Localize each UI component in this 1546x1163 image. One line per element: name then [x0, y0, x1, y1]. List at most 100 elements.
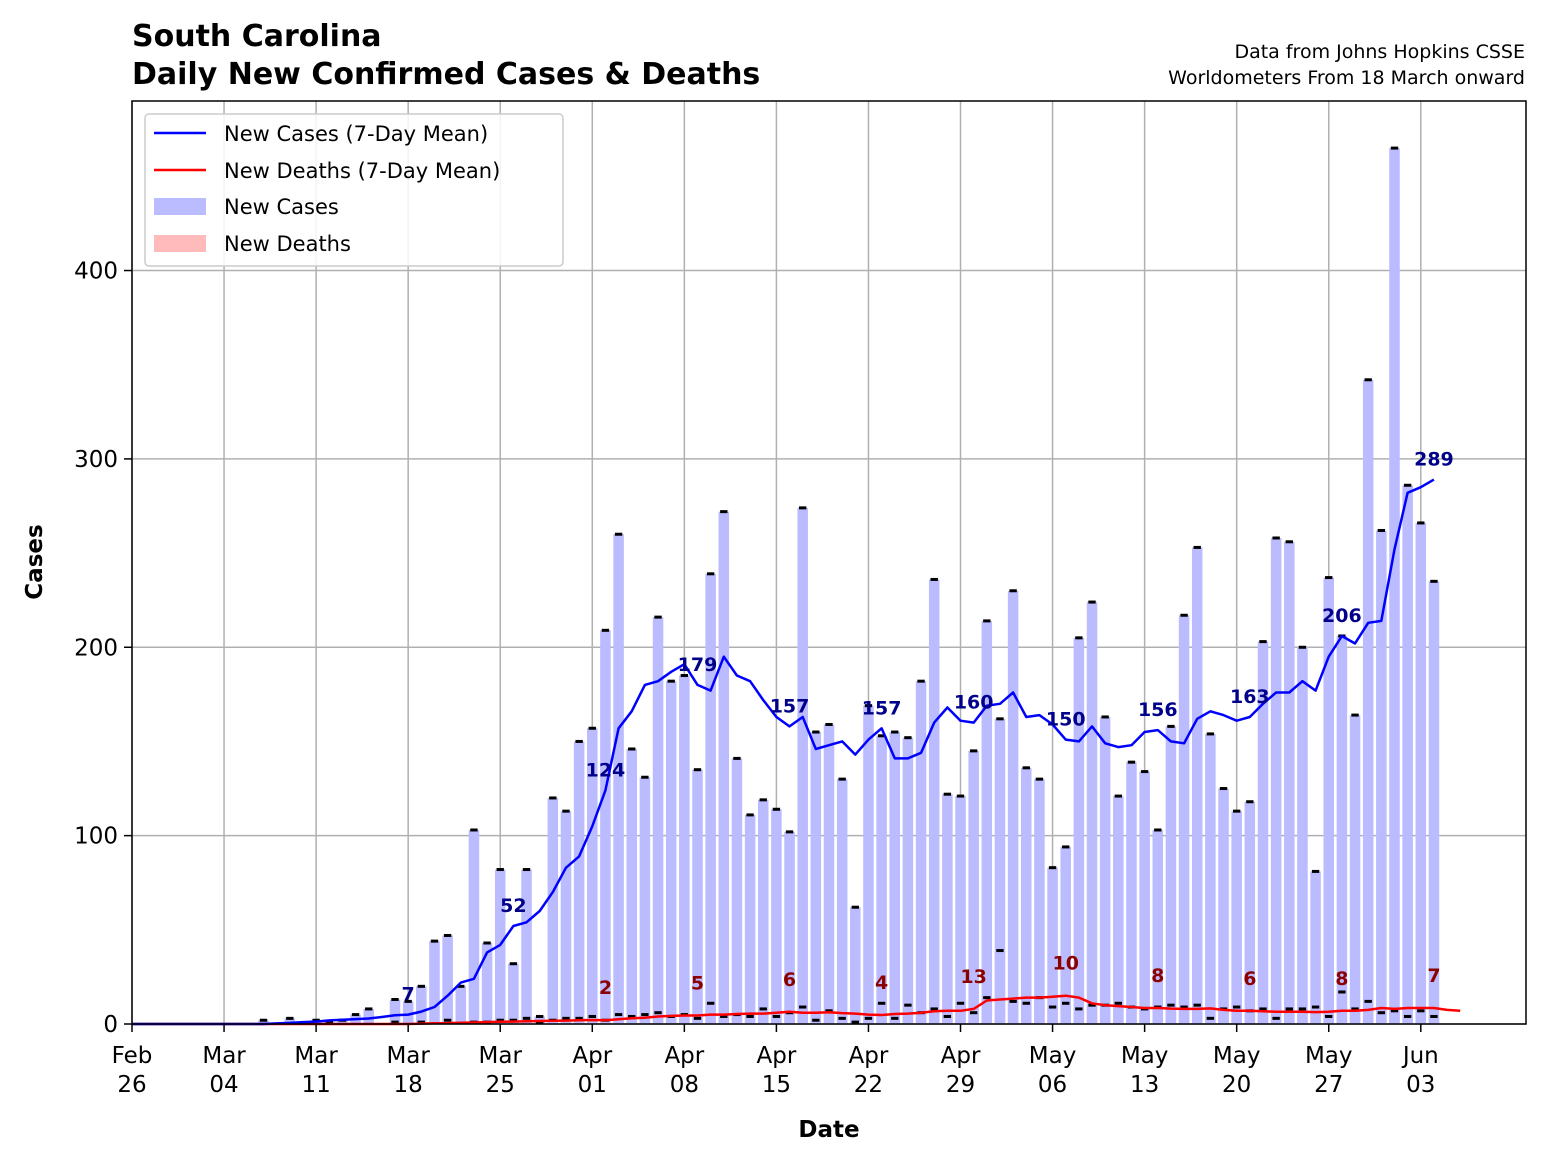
case-bar [547, 797, 559, 1024]
x-tick-label: Mar [202, 1043, 246, 1069]
case-bar [1310, 871, 1321, 1024]
x-tick-label: May [1121, 1043, 1169, 1069]
case-bar [1402, 485, 1413, 1024]
case-bar [1323, 577, 1334, 1024]
case-annotation: 157 [770, 695, 810, 717]
case-annotation: 163 [1230, 686, 1270, 708]
case-bar [784, 831, 795, 1024]
case-bar [429, 941, 440, 1024]
chart-subtitle: Daily New Confirmed Cases & Deaths [132, 57, 760, 92]
y-tick-label: 100 [74, 824, 118, 850]
case-bar [1165, 726, 1177, 1024]
x-tick-label: Apr [849, 1043, 889, 1069]
death-annotation: 13 [960, 966, 986, 988]
case-bar [652, 617, 664, 1024]
x-tick-label: 06 [1038, 1072, 1067, 1098]
x-tick-label: 03 [1406, 1072, 1435, 1098]
case-bar [1126, 762, 1137, 1024]
x-axis-label: Date [798, 1117, 859, 1143]
legend-label-deaths-mean: New Deaths (7-Day Mean) [224, 159, 500, 183]
case-bar [981, 620, 993, 1024]
case-annotation: 150 [1046, 709, 1086, 731]
x-tick-label: 04 [209, 1072, 238, 1098]
plot-frame [131, 100, 1527, 1025]
legend-box [144, 113, 564, 267]
point-labels: 7 52 124 179 157 157 160 150 156 163 206 289 2 5 6 4 13 1… [402, 449, 1454, 1006]
death-annotation: 4 [875, 972, 888, 994]
legend-label-deaths: New Deaths [224, 232, 351, 256]
case-bar [705, 573, 716, 1024]
case-bar [1060, 846, 1071, 1024]
case-bar [1428, 581, 1440, 1024]
case-annotation: 124 [586, 759, 626, 781]
death-annotation: 5 [691, 973, 704, 995]
case-annotation: 289 [1414, 449, 1454, 471]
x-tick-label: Feb [112, 1043, 153, 1069]
case-bar [1270, 538, 1282, 1024]
case-bar [494, 869, 506, 1024]
case-bar [600, 630, 611, 1024]
x-tick-label: Apr [756, 1043, 796, 1069]
case-annotation: 160 [954, 692, 994, 714]
x-tick-label: 22 [854, 1072, 883, 1098]
x-tick-label: May [1029, 1043, 1077, 1069]
case-bar [1205, 733, 1216, 1024]
case-bar [836, 779, 848, 1024]
case-bar [1257, 641, 1269, 1024]
case-bar [1231, 811, 1242, 1024]
case-bar [863, 705, 874, 1024]
y-axis-label: Cases [22, 524, 48, 599]
case-bar [810, 732, 822, 1024]
case-bar [665, 681, 677, 1024]
x-tick-label: 20 [1222, 1072, 1251, 1098]
case-bar [968, 750, 979, 1024]
case-bar [1218, 788, 1229, 1024]
case-bar [850, 907, 861, 1024]
case-bar [1021, 767, 1032, 1024]
death-annotation: 8 [1335, 968, 1348, 990]
case-bar [587, 728, 598, 1024]
case-bar [284, 1018, 296, 1024]
case-bar [1362, 379, 1374, 1024]
case-bar [1073, 637, 1085, 1024]
x-axis-ticks: Feb 26 Mar 04 Mar 11 Mar 18 Mar 25 Apr 01 Apr 08 Apr 15… [112, 1024, 1439, 1098]
y-tick-label: 0 [103, 1012, 118, 1038]
case-bar [757, 799, 769, 1024]
case-bar [889, 732, 901, 1024]
x-tick-label: Mar [479, 1043, 523, 1069]
case-bar [508, 963, 519, 1024]
x-tick-label: May [1305, 1043, 1353, 1069]
case-bar [337, 1020, 348, 1024]
case-bar [258, 1020, 269, 1024]
case-bar [771, 809, 782, 1024]
case-bar [1191, 547, 1203, 1024]
case-annotation: 52 [500, 895, 526, 917]
case-bar [718, 511, 730, 1024]
x-tick-label: 18 [394, 1072, 423, 1098]
case-bar [455, 986, 467, 1024]
x-tick-label: Mar [294, 1043, 338, 1069]
y-tick-label: 400 [74, 259, 118, 285]
case-bar [731, 758, 743, 1024]
legend-swatch-deaths [154, 235, 206, 252]
x-tick-label: 13 [1130, 1072, 1159, 1098]
legend-label-cases: New Cases [224, 195, 339, 219]
case-annotation: 156 [1138, 699, 1178, 721]
case-bar [1086, 602, 1098, 1024]
case-bar [363, 1008, 374, 1024]
case-bar [1284, 541, 1295, 1024]
case-bar [1139, 771, 1150, 1024]
death-annotation: 6 [783, 969, 796, 991]
case-bar [481, 943, 493, 1024]
case-bar [442, 935, 453, 1024]
y-tick-label: 200 [74, 635, 118, 661]
case-bar [692, 769, 703, 1024]
case-bar [1007, 590, 1019, 1024]
case-bar [797, 507, 808, 1024]
case-bar [928, 579, 940, 1024]
source-line-1: Data from Johns Hopkins CSSE [1234, 41, 1525, 63]
x-tick-label: Apr [664, 1043, 704, 1069]
x-tick-label: 08 [670, 1072, 699, 1098]
x-tick-label: 25 [486, 1072, 515, 1098]
